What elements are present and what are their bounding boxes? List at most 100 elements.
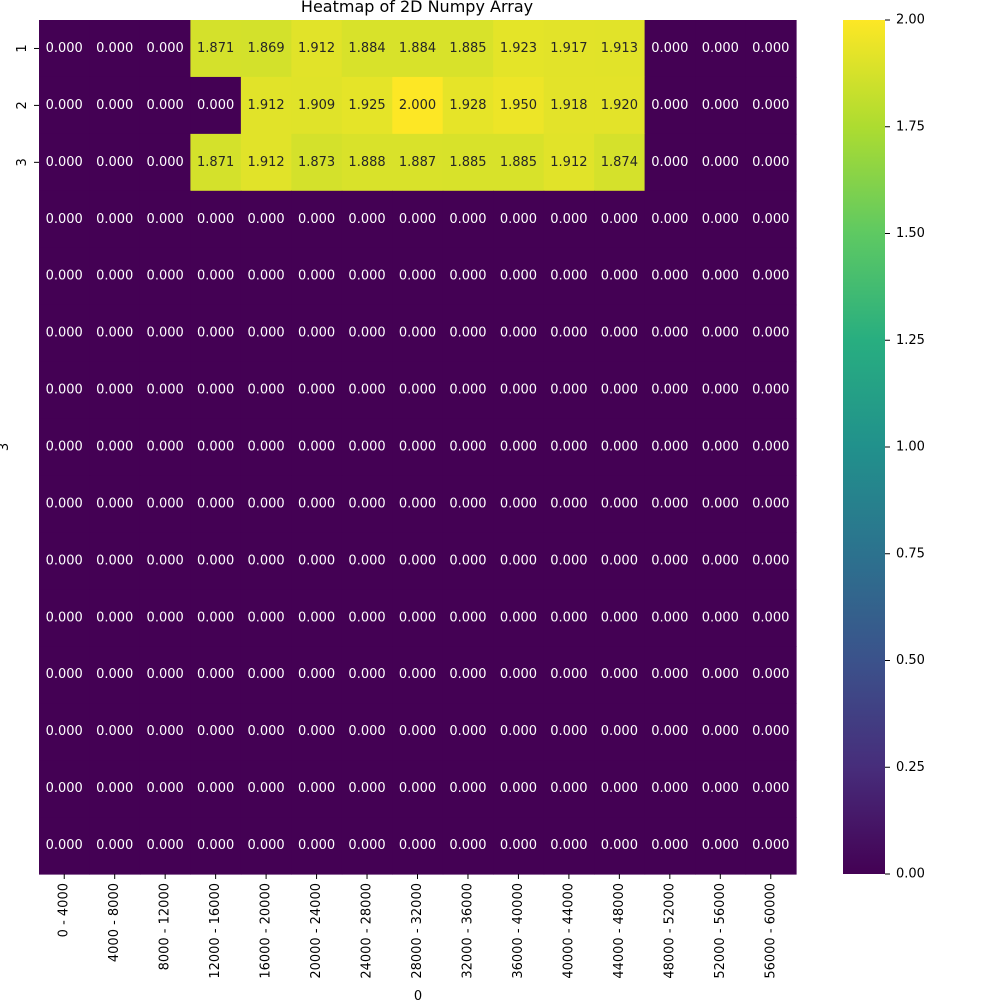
cell-value-label: 0.000 <box>550 440 587 455</box>
cell-value-label: 0.000 <box>651 838 688 853</box>
cell-value-label: 0.000 <box>500 838 537 853</box>
heatmap-cell <box>695 20 747 78</box>
heatmap-cell <box>644 361 696 420</box>
heatmap-cell <box>139 646 191 704</box>
heatmap-cell <box>493 760 545 818</box>
colorbar-tick-label: 1.75 <box>896 119 925 134</box>
heatmap-cell <box>190 20 242 78</box>
heatmap-cell <box>695 361 747 420</box>
cell-value-label: 0.000 <box>399 838 436 853</box>
heatmap-cell <box>291 20 343 78</box>
cell-value-label: 0.000 <box>298 610 335 625</box>
heatmap-cell <box>392 475 444 533</box>
heatmap-cell <box>240 475 292 533</box>
heatmap-cell <box>594 247 646 306</box>
cell-value-label: 0.000 <box>399 326 436 341</box>
heatmap-cell <box>392 589 444 647</box>
cell-value-label: 0.000 <box>147 781 184 796</box>
cell-value-label: 0.000 <box>651 41 688 56</box>
cell-value-label: 1.925 <box>348 98 385 113</box>
heatmap-cell <box>190 532 242 590</box>
cell-value-label: 0.000 <box>46 724 83 739</box>
cell-value-label: 0.000 <box>399 383 436 398</box>
heatmap-cell <box>291 703 343 761</box>
cell-value-label: 1.918 <box>550 98 587 113</box>
heatmap-cell <box>442 532 494 590</box>
cell-value-label: 1.871 <box>197 41 234 56</box>
heatmap-cell <box>745 817 797 875</box>
cell-value-label: 0.000 <box>348 667 385 682</box>
heatmap-cell <box>493 304 545 363</box>
heatmap-cell <box>644 703 696 761</box>
cell-value-label: 0.000 <box>601 326 638 341</box>
cell-value-label: 0.000 <box>348 553 385 568</box>
heatmap-cell <box>644 760 696 818</box>
cell-value-label: 0.000 <box>96 610 133 625</box>
x-tick-label: 0 - 4000 <box>57 883 72 937</box>
heatmap-cell <box>291 589 343 647</box>
heatmap-cell <box>89 20 141 78</box>
cell-value-label: 0.000 <box>601 212 638 227</box>
cell-value-label: 0.000 <box>348 440 385 455</box>
heatmap-cell <box>594 475 646 533</box>
cell-value-label: 0.000 <box>702 98 739 113</box>
cell-value-label: 0.000 <box>752 610 789 625</box>
heatmap-cell <box>89 133 141 192</box>
cell-value-label: 1.874 <box>601 155 638 170</box>
heatmap-cell <box>644 589 696 647</box>
heatmap-cell <box>543 418 595 477</box>
heatmap-cell <box>291 817 343 875</box>
colorbar-ticks: 0.00 0.25 0.50 0.75 1.00 1.25 1.50 1.75 2.00 <box>885 13 925 882</box>
cell-value-label: 0.000 <box>500 440 537 455</box>
heatmap-cell <box>695 703 747 761</box>
x-tick-label: 8000 - 12000 <box>158 883 173 970</box>
heatmap-cell <box>39 247 91 306</box>
heatmap-cell <box>745 190 797 249</box>
cell-value-label: 0.000 <box>147 496 184 511</box>
heatmap-cell <box>139 133 191 192</box>
heatmap-cell <box>190 589 242 647</box>
cell-value-label: 0.000 <box>247 553 284 568</box>
heatmap-cell <box>190 247 242 306</box>
cell-value-label: 0.000 <box>500 269 537 284</box>
heatmap-cell <box>139 589 191 647</box>
heatmap-cell <box>745 589 797 647</box>
x-tick-label: 52000 - 56000 <box>713 883 728 979</box>
cell-value-label: 0.000 <box>752 667 789 682</box>
cell-value-label: 0.000 <box>147 667 184 682</box>
heatmap-cell <box>291 133 343 192</box>
x-tick-label: 4000 - 8000 <box>107 883 122 962</box>
cell-value-label: 0.000 <box>46 41 83 56</box>
heatmap-cell <box>190 475 242 533</box>
heatmap-cell <box>644 418 696 477</box>
cell-value-label: 0.000 <box>46 212 83 227</box>
cell-value-label: 0.000 <box>298 838 335 853</box>
y-tick-label: 1 <box>15 44 30 52</box>
heatmap-cell <box>89 589 141 647</box>
heatmap-cell <box>493 646 545 704</box>
cell-value-label: 0.000 <box>197 98 234 113</box>
heatmap-cell <box>341 475 393 533</box>
heatmap-cell <box>190 361 242 420</box>
heatmap-cell <box>341 20 393 78</box>
cell-value-label: 0.000 <box>651 155 688 170</box>
heatmap-cell <box>594 418 646 477</box>
heatmap-cell <box>240 760 292 818</box>
heatmap-cell <box>39 817 91 875</box>
heatmap-cell <box>291 190 343 249</box>
cell-value-label: 0.000 <box>500 553 537 568</box>
heatmap-cell <box>493 703 545 761</box>
heatmap-cell <box>89 475 141 533</box>
heatmap-cell <box>594 20 646 78</box>
cell-value-label: 0.000 <box>601 781 638 796</box>
cell-value-label: 0.000 <box>247 724 284 739</box>
cell-value-label: 1.884 <box>399 41 436 56</box>
colorbar-tick-label: 0.00 <box>896 867 925 882</box>
y-axis-label: 3 <box>0 443 12 451</box>
cell-value-label: 0.000 <box>247 610 284 625</box>
heatmap-cell <box>695 532 747 590</box>
heatmap-cell <box>190 418 242 477</box>
heatmap-cell-labels: 0.000 0.000 0.000 1.871 1.869 1.912 1.884 1.884… <box>46 41 790 853</box>
cell-value-label: 0.000 <box>702 553 739 568</box>
cell-value-label: 0.000 <box>500 667 537 682</box>
